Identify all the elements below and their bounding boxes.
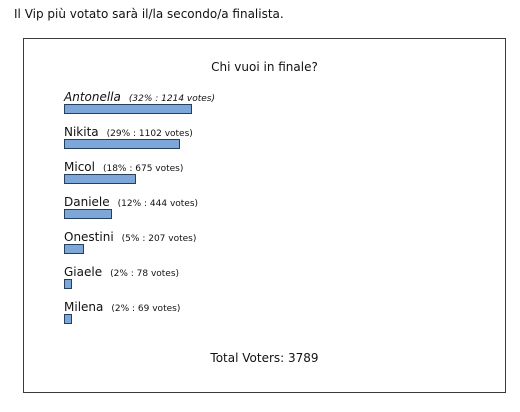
- option-name: Antonella: [64, 90, 121, 104]
- option-stats: (18% : 675 votes): [102, 164, 184, 174]
- poll-option-milena: Milena (2% : 69 votes): [64, 299, 484, 334]
- option-name: Onestini: [64, 230, 114, 244]
- option-stats: (12% : 444 votes): [117, 199, 199, 209]
- total-voters: Total Voters: 3789: [210, 351, 319, 365]
- poll-option-nikita: Nikita (29% : 1102 votes): [64, 124, 484, 159]
- vote-bar: [64, 209, 112, 219]
- option-name: Daniele: [64, 195, 110, 209]
- poll-box: Chi vuoi in finale? Antonella (32% : 121…: [23, 38, 506, 393]
- poll-option-giaele: Giaele (2% : 78 votes): [64, 264, 484, 299]
- vote-bar: [64, 139, 180, 149]
- option-name: Giaele: [64, 265, 103, 279]
- option-stats: (2% : 69 votes): [111, 304, 181, 314]
- option-stats: (2% : 78 votes): [110, 269, 180, 279]
- option-name: Nikita: [64, 125, 99, 139]
- option-stats: (29% : 1102 votes): [106, 129, 193, 139]
- poll-option-antonella: Antonella (32% : 1214 votes): [64, 89, 484, 124]
- vote-bar: [64, 244, 84, 254]
- vote-bar: [64, 104, 192, 114]
- vote-bar: [64, 314, 72, 324]
- option-stats: (5% : 207 votes): [121, 234, 197, 244]
- vote-bar: [64, 174, 136, 184]
- poll-question: Chi vuoi in finale?: [211, 60, 318, 74]
- poll-option-onestini: Onestini (5% : 207 votes): [64, 229, 484, 264]
- poll-option-daniele: Daniele (12% : 444 votes): [64, 194, 484, 229]
- poll-option-micol: Micol (18% : 675 votes): [64, 159, 484, 194]
- option-stats: (32% : 1214 votes): [128, 94, 216, 104]
- option-name: Milena: [64, 300, 104, 314]
- option-name: Micol: [64, 160, 95, 174]
- vote-bar: [64, 279, 72, 289]
- intro-text: Il Vip più votato sarà il/la secondo/a f…: [14, 7, 284, 21]
- poll-options: Antonella (32% : 1214 votes) Nikita (29%…: [64, 89, 484, 334]
